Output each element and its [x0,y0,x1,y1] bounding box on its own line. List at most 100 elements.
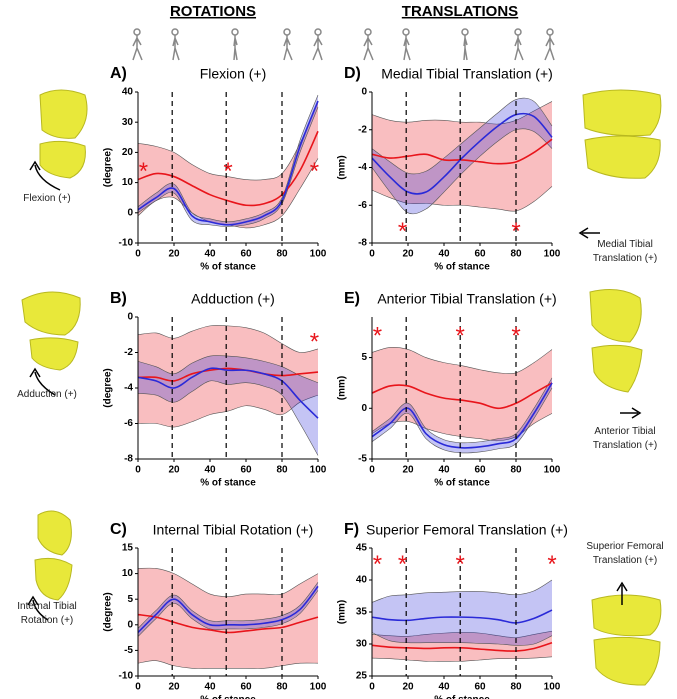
series-line [371,138,553,165]
band-upper [137,355,319,383]
x-tick-label: 100 [544,465,561,476]
band-lower [137,660,319,669]
y-tick-label: -4 [124,383,133,394]
band-upper [371,377,553,444]
series-line [137,367,319,382]
y-axis-label: (degree) [103,148,114,187]
series-line [371,382,553,410]
x-tick-label: 80 [510,682,522,693]
panel-title: Medial Tibial Translation (+) [381,66,553,82]
band-upper [137,94,319,223]
x-tick-label: 0 [369,465,375,476]
x-tick-label: 60 [240,249,252,260]
side-label: Superior Femoral Translation (+) [586,541,664,566]
significance-marker: * [139,158,148,185]
side-label: Flexion (+) [23,193,71,204]
y-tick-label: 25 [356,671,368,682]
panel: B) Adduction (+) (degree) % of stance -8 -6 -4… [103,290,327,488]
significance-marker: * [511,323,520,350]
y-tick-label: 0 [361,403,367,414]
significance-marker: * [456,323,465,350]
band-lower [371,186,553,212]
panel-letter: E) [344,290,360,307]
side-label: Medial Tibial Translation (+) [592,239,658,264]
y-tick-label: 0 [361,87,367,98]
panel: E) Anterior Tibial Translation (+) (mm) % o… [337,290,561,488]
x-tick-label: 0 [135,465,141,476]
y-tick-label: 5 [127,594,133,605]
x-tick-label: 20 [402,249,414,260]
x-tick-label: 0 [135,249,141,260]
band-upper [137,567,319,597]
x-tick-label: 80 [276,682,288,693]
band-lower [137,380,319,456]
band [372,98,552,214]
band-lower [371,656,553,662]
band-upper [371,579,553,603]
side-label: Anterior Tibial Translation (+) [592,426,658,451]
y-tick-label: -5 [124,645,133,656]
y-tick-label: -8 [358,238,367,249]
y-tick-label: 20 [122,147,134,158]
x-tick-label: 40 [438,682,450,693]
series-line [137,585,319,634]
band [372,631,552,662]
y-tick-label: 45 [356,543,368,554]
x-axis-label: % of stance [434,695,490,699]
x-tick-label: 20 [168,249,180,260]
x-tick-label: 40 [438,465,450,476]
x-axis-label: % of stance [200,478,256,489]
series-line [371,609,553,624]
knee-illustrations [21,89,662,686]
x-tick-label: 40 [204,465,216,476]
band [372,101,552,212]
side-label: Adduction (+) [17,389,77,400]
x-tick-label: 80 [276,465,288,476]
x-tick-label: 60 [474,465,486,476]
y-tick-label: 10 [122,177,134,188]
x-tick-label: 60 [474,682,486,693]
band [138,101,318,228]
band-lower [137,590,319,637]
x-tick-label: 40 [438,249,450,260]
series-line [371,112,553,195]
y-tick-label: 30 [122,117,134,128]
x-tick-label: 80 [510,465,522,476]
y-tick-label: 40 [122,87,134,98]
panel: A) Flexion (+)(degree)% of stance-1001020… [103,65,327,272]
band-upper [371,101,553,125]
significance-marker: * [547,551,556,578]
walking-figures [132,28,555,61]
header: ROTATIONS [170,3,256,20]
x-tick-label: 60 [240,465,252,476]
significance-marker: * [398,218,407,245]
significance-marker: * [310,329,319,356]
y-tick-label: 0 [127,207,133,218]
band-upper [371,630,553,638]
significance-marker: * [373,551,382,578]
panel-title: Adduction (+) [191,291,275,307]
y-tick-label: -2 [358,124,367,135]
y-tick-label: -2 [124,347,133,358]
panel: D) Medial Tibial Translation (+) (mm) % of … [337,65,561,272]
header: TRANSLATIONS [402,3,518,20]
y-tick-label: 35 [356,607,368,618]
y-tick-label: -6 [124,418,133,429]
panel-title: Anterior Tibial Translation (+) [377,291,556,307]
side-label: Internal Tibial Rotation (+) [17,601,77,626]
series-line [371,382,553,449]
panel-title: Internal Tibial Rotation (+) [153,522,314,538]
y-axis-label: (degree) [103,592,114,631]
y-axis-label: (degree) [103,368,114,407]
y-tick-label: 30 [356,639,368,650]
panel: F) Superior Femoral Translation (+) (mm) % … [337,521,568,699]
significance-marker: * [456,551,465,578]
x-tick-label: 20 [402,682,414,693]
x-axis-label: % of stance [434,478,490,489]
y-tick-label: 0 [127,312,133,323]
series-line [371,641,553,652]
x-tick-label: 80 [510,249,522,260]
band-lower [371,128,553,215]
y-tick-label: -8 [124,454,133,465]
x-tick-label: 60 [474,249,486,260]
